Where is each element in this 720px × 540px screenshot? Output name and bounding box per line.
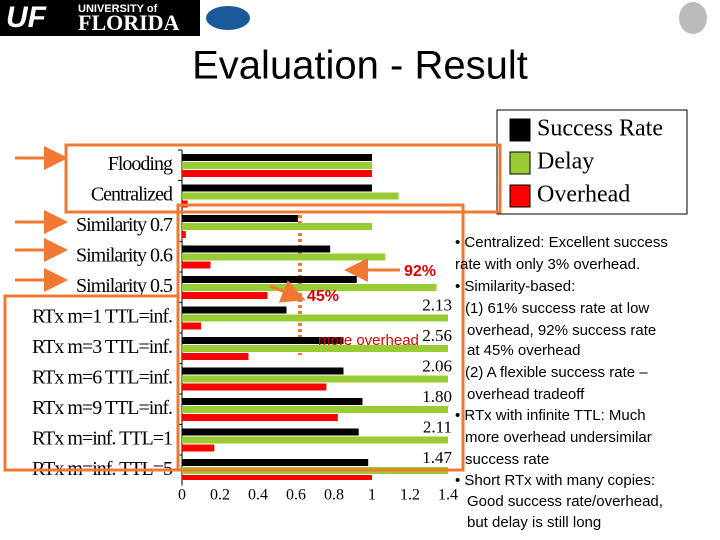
bar <box>182 475 372 480</box>
highlight-box <box>3 294 180 472</box>
category-label: Centralized <box>91 183 173 205</box>
bar <box>182 284 437 291</box>
bar <box>182 383 327 391</box>
legend-label: Overhead <box>537 182 630 208</box>
x-tick-label: 1.4 <box>438 487 458 504</box>
bar <box>182 170 372 177</box>
category-label: RTx m=9 TTL=inf. <box>32 397 172 419</box>
bar <box>182 215 298 222</box>
x-tick-label: 0.2 <box>210 487 230 504</box>
x-tick-label: 0.8 <box>324 487 344 504</box>
bullet-text: success rate <box>465 451 549 468</box>
category-label: RTx m=inf. TTL=1 <box>32 427 172 449</box>
bar <box>182 261 211 269</box>
bullet-text: (2) A flexible success rate – <box>465 364 648 381</box>
bar <box>182 414 338 421</box>
bar <box>182 253 386 261</box>
legend-swatch <box>509 184 531 208</box>
bar <box>182 292 268 299</box>
legend-label: Delay <box>537 149 594 175</box>
bar <box>182 231 186 238</box>
bar <box>182 337 344 344</box>
bar <box>182 162 372 169</box>
category-label: Similarity 0.6 <box>76 244 173 266</box>
bar <box>182 428 359 436</box>
value-label: 1.47 <box>422 448 452 467</box>
bar <box>182 306 287 314</box>
bar <box>182 154 372 161</box>
bullet-text: at 45% overhead <box>467 342 580 359</box>
logo-main: FLORIDA <box>78 10 180 35</box>
bar <box>182 375 448 383</box>
x-tick-label: 1 <box>368 487 376 504</box>
bar <box>182 367 344 375</box>
logo-bg <box>0 0 200 36</box>
bar <box>182 314 448 322</box>
legend-swatch <box>509 151 531 175</box>
category-label: Flooding <box>108 153 173 175</box>
bar <box>182 223 372 230</box>
highlight-box <box>64 143 502 214</box>
bar <box>182 245 331 253</box>
bar <box>182 184 372 192</box>
bullet-text: • Similarity-based: <box>455 278 575 295</box>
bar <box>182 436 448 444</box>
x-tick-label: 0 <box>178 487 186 504</box>
gator-logo <box>206 6 250 30</box>
bar <box>182 276 357 283</box>
category-label: RTx m=6 TTL=inf. <box>32 366 172 388</box>
category-label: Similarity 0.7 <box>76 214 173 236</box>
value-label: 2.11 <box>423 417 452 436</box>
category-label: RTx m=3 TTL=inf. <box>32 336 172 358</box>
x-tick-label: 0.4 <box>248 487 268 504</box>
bullet-text: Good success rate/overhead, <box>467 493 663 510</box>
bullet-text: overhead tradeoff <box>467 386 585 403</box>
bullet-text: • RTx with infinite TTL: Much <box>455 407 646 424</box>
bullet-text: rate with only 3% overhead. <box>455 256 640 273</box>
bullet-text: overhead, 92% success rate <box>467 322 656 339</box>
logo-short: UF <box>6 1 47 34</box>
bullet-text: but delay is still long <box>467 514 601 531</box>
bar <box>182 322 201 330</box>
bar <box>182 406 448 413</box>
arrow <box>269 280 306 303</box>
value-label: 2.06 <box>422 356 452 375</box>
value-label: 2.13 <box>422 295 452 314</box>
bar <box>182 353 249 360</box>
x-tick-label: 0.6 <box>286 487 306 504</box>
category-label: Similarity 0.5 <box>76 275 173 297</box>
crest-logo <box>679 2 707 34</box>
value-label: 1.80 <box>422 387 452 406</box>
bar <box>182 459 369 466</box>
legend-label: Success Rate <box>537 116 663 142</box>
bar <box>182 192 399 200</box>
bullet-text: • Short RTx with many copies: <box>455 472 655 489</box>
bar <box>182 398 363 405</box>
bullet-text: (1) 61% success rate at low <box>465 300 649 317</box>
category-label: RTx m=1 TTL=inf. <box>32 305 172 327</box>
x-tick-label: 1.2 <box>400 487 420 504</box>
bar <box>182 444 215 452</box>
legend-swatch <box>509 118 531 142</box>
value-label: 2.56 <box>422 326 452 345</box>
bullet-text: • Centralized: Excellent success <box>455 234 668 251</box>
bullet-text: more overhead undersimilar <box>465 429 652 446</box>
annotation: more overhead <box>318 332 419 349</box>
bar <box>182 345 448 352</box>
annotation: 45% <box>307 288 339 305</box>
logo-top: UNIVERSITY of <box>78 3 158 15</box>
annotation: 92% <box>404 263 436 280</box>
slide-title: Evaluation - Result <box>192 44 528 88</box>
